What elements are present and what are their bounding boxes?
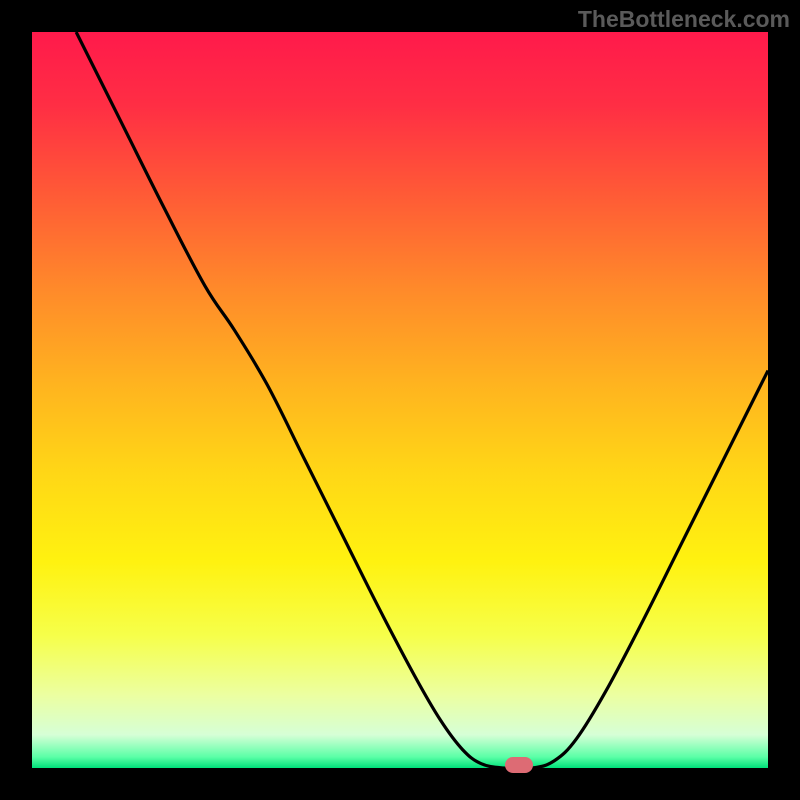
gradient-background <box>32 32 768 768</box>
chart-frame: TheBottleneck.com <box>0 0 800 800</box>
bottleneck-chart <box>0 0 800 800</box>
optimum-marker <box>505 757 533 773</box>
